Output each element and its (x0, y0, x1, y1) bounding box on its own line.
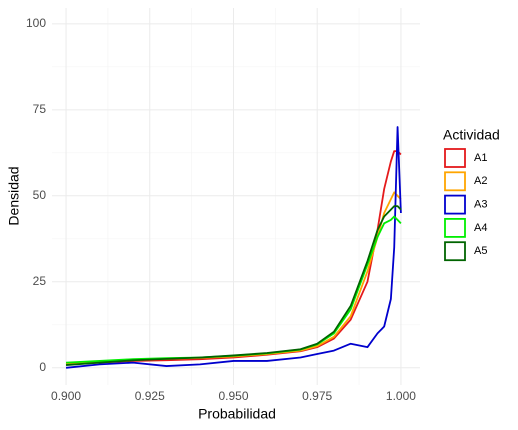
legend-label: A4 (474, 222, 487, 234)
legend-key (444, 217, 466, 238)
legend-key (444, 148, 466, 168)
x-tick-label: 0.900 (51, 389, 81, 403)
legend-key (444, 194, 466, 215)
legend-label: A3 (474, 199, 487, 211)
y-tick-label: 0 (39, 360, 46, 374)
y-tick-label: 25 (33, 274, 47, 288)
legend-label: A1 (474, 152, 487, 164)
x-tick-label: 1.000 (386, 389, 416, 403)
legend-key (444, 241, 466, 262)
x-tick-label: 0.950 (218, 389, 248, 403)
series-line (66, 150, 402, 366)
y-tick-label: 100 (26, 16, 46, 30)
y-axis-title: Densidad (6, 166, 22, 225)
y-tick-label: 75 (33, 102, 47, 116)
legend-title: Actividad (443, 127, 500, 143)
series-line (65, 205, 402, 366)
x-tick-label: 0.925 (135, 389, 165, 403)
series-line (65, 126, 402, 369)
y-tick-label: 50 (33, 188, 47, 202)
x-axis-title: Probabilidad (198, 406, 276, 422)
legend-key (444, 171, 466, 192)
legend-label: A2 (474, 175, 487, 187)
x-tick-label: 0.975 (302, 389, 332, 403)
legend-label: A5 (474, 245, 487, 257)
